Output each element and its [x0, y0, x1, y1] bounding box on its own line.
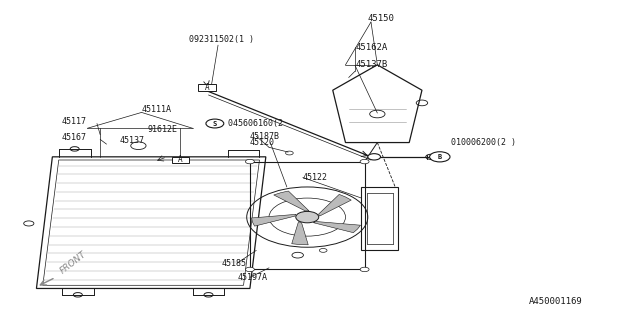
- FancyBboxPatch shape: [198, 84, 216, 91]
- Text: A450001169: A450001169: [529, 297, 582, 306]
- Text: 45137: 45137: [119, 136, 144, 146]
- Circle shape: [368, 154, 381, 160]
- Text: 45167: 45167: [62, 133, 87, 142]
- Text: 45111A: 45111A: [141, 105, 172, 114]
- Text: 45137B: 45137B: [355, 60, 387, 69]
- Text: 45150: 45150: [367, 14, 394, 23]
- Text: 010006200(2 ): 010006200(2 ): [451, 138, 516, 147]
- Polygon shape: [252, 214, 296, 226]
- Text: 092311502(1 ): 092311502(1 ): [189, 35, 254, 44]
- Text: 45117: 45117: [62, 117, 87, 126]
- Polygon shape: [274, 191, 309, 211]
- Polygon shape: [313, 221, 360, 233]
- Circle shape: [429, 152, 450, 162]
- Text: 45120: 45120: [250, 138, 275, 147]
- Circle shape: [296, 212, 319, 223]
- Text: 45197A: 45197A: [237, 273, 267, 282]
- Text: A: A: [178, 155, 183, 164]
- Circle shape: [246, 267, 254, 272]
- Text: B: B: [438, 154, 442, 160]
- Circle shape: [246, 159, 254, 164]
- Circle shape: [360, 267, 369, 272]
- Text: 45122: 45122: [302, 173, 327, 182]
- Polygon shape: [292, 222, 308, 245]
- Text: 045606160(2: 045606160(2: [228, 119, 288, 128]
- Text: 45162A: 45162A: [355, 43, 387, 52]
- Circle shape: [360, 159, 369, 164]
- FancyBboxPatch shape: [172, 156, 189, 163]
- Text: 45187B: 45187B: [250, 132, 280, 141]
- Text: FRONT: FRONT: [59, 250, 88, 276]
- Text: S: S: [212, 121, 217, 126]
- Text: A: A: [205, 83, 209, 92]
- Polygon shape: [319, 194, 351, 216]
- Text: 45185: 45185: [221, 259, 246, 268]
- Text: 91612E: 91612E: [148, 125, 178, 134]
- Circle shape: [206, 119, 224, 128]
